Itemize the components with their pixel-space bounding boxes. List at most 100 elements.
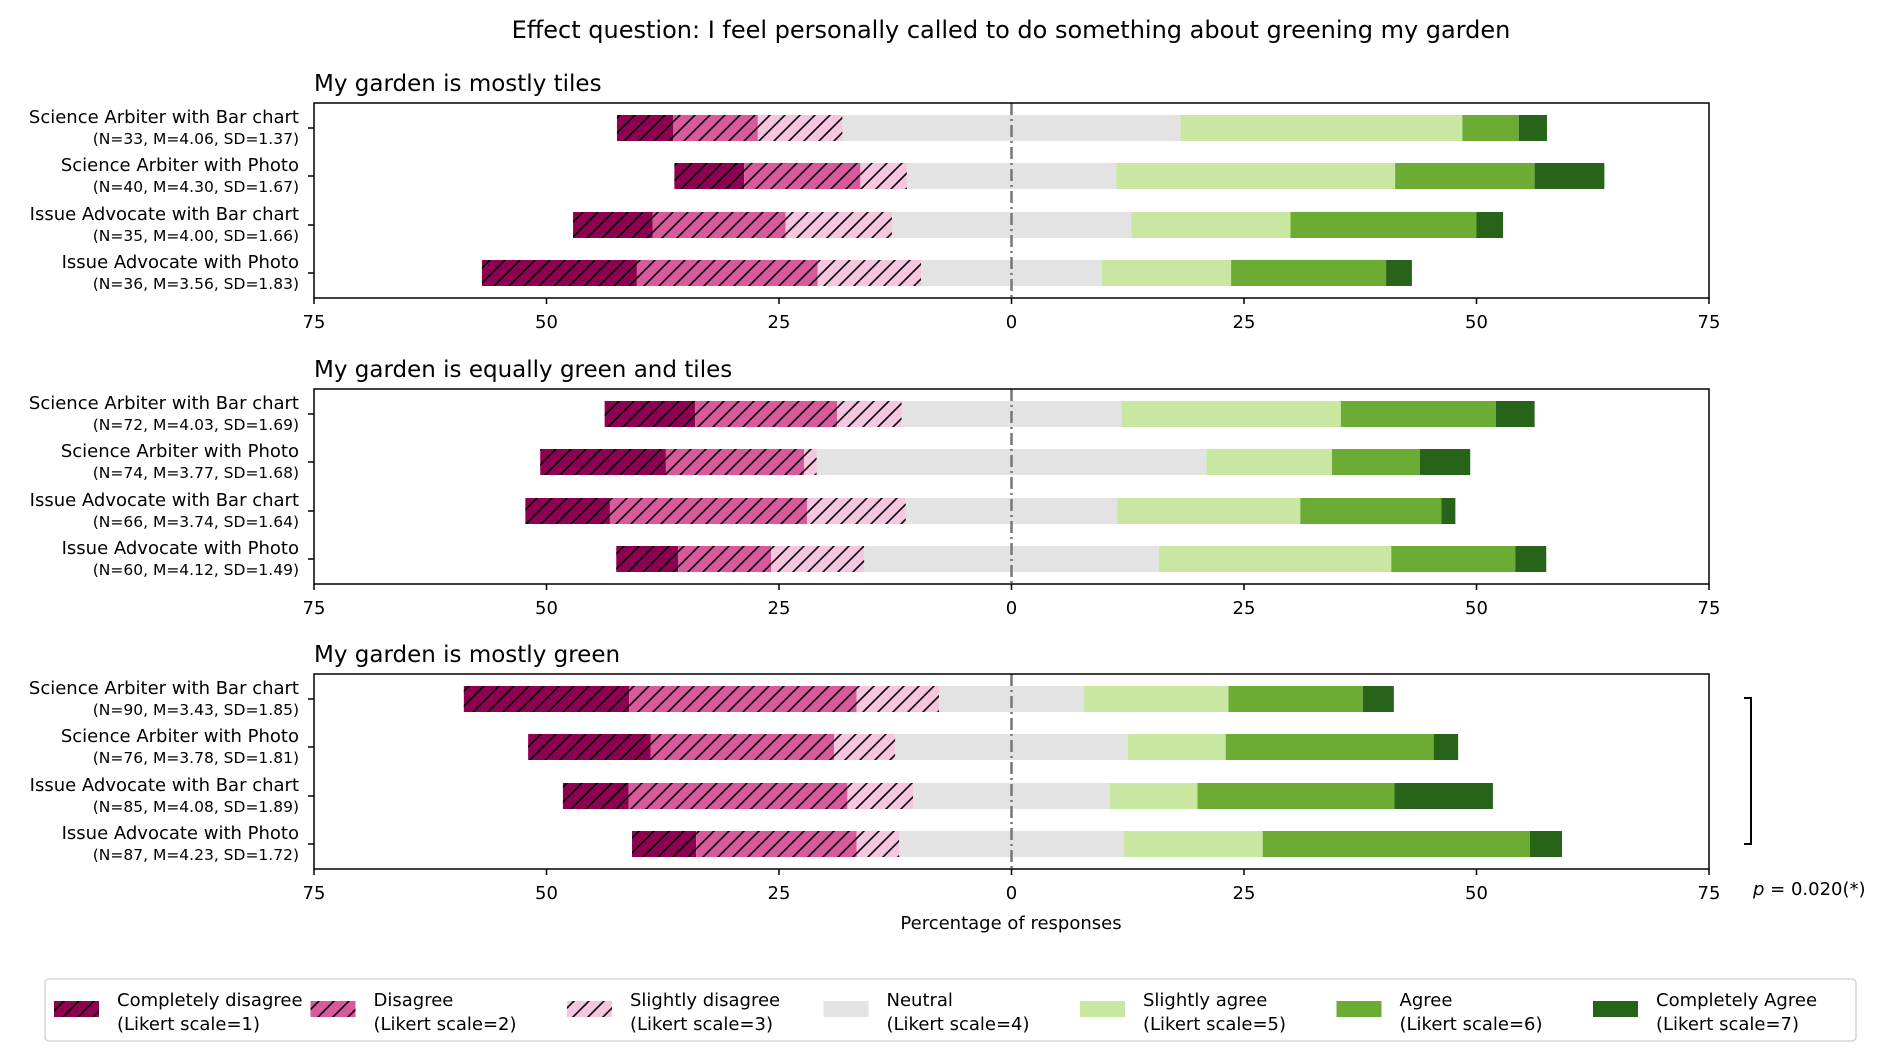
panel-1: My garden is mostly tiles Science Arbiter…: [29, 71, 1721, 333]
y-tick-stats: (N=90, M=3.43, SD=1.85): [93, 701, 299, 719]
bar-segment-completely-agree: [1476, 212, 1504, 238]
y-tick-stats: (N=66, M=3.74, SD=1.64): [93, 513, 299, 531]
bar-hatch-slightly-disagree: [757, 115, 843, 141]
legend-label: Slightly disagree: [630, 990, 780, 1011]
panel-title: My garden is mostly green: [314, 642, 620, 668]
legend-swatch: [1080, 1001, 1125, 1017]
bar-row: [674, 163, 1605, 189]
bar-segment-completely-agree: [1534, 163, 1605, 189]
legend-item-disagree: Disagree (Likert scale=2): [310, 990, 517, 1035]
bar-hatch-slightly-disagree: [771, 546, 865, 572]
y-tick-label: Issue Advocate with Photo: [62, 252, 299, 273]
y-tick-label: Issue Advocate with Photo: [62, 538, 299, 559]
legend-swatch: [823, 1001, 869, 1017]
bar-row: [573, 212, 1504, 238]
panel-2: My garden is equally green and tiles Scie…: [29, 357, 1721, 619]
bar-segment-slightly-agree: [1083, 686, 1229, 712]
x-tick-label: 25: [768, 312, 791, 333]
x-tick-label: 0: [1006, 598, 1017, 619]
legend-sublabel: (Likert scale=2): [374, 1014, 517, 1035]
bar-segment-agree: [1225, 734, 1434, 760]
legend-item-slightly-agree: Slightly agree (Likert scale=5): [1080, 990, 1286, 1035]
bar-hatch-disagree: [678, 546, 772, 572]
legend-sublabel: (Likert scale=3): [630, 1014, 773, 1035]
bar-hatch-completely-disagree: [562, 783, 629, 809]
legend-item-completely-agree: Completely Agree (Likert scale=7): [1593, 990, 1817, 1035]
bar-segment-completely-agree: [1362, 686, 1394, 712]
y-tick-label: Science Arbiter with Bar chart: [29, 107, 299, 128]
x-tick-label: 50: [535, 312, 558, 333]
x-tick-label: 50: [535, 883, 558, 904]
bar-row: [632, 831, 1563, 857]
bar-hatch-completely-disagree: [525, 498, 610, 524]
bar-segment-completely-agree: [1433, 734, 1459, 760]
y-tick-stats: (N=33, M=4.06, SD=1.37): [93, 130, 299, 148]
legend-item-completely-disagree: Completely disagree (Likert scale=1): [54, 990, 303, 1035]
y-tick-stats: (N=76, M=3.78, SD=1.81): [93, 749, 299, 767]
bar-row: [616, 546, 1547, 572]
legend-frame: [44, 978, 1857, 1042]
x-tick-label: 50: [535, 598, 558, 619]
y-tick-label: Science Arbiter with Photo: [61, 726, 299, 747]
x-tick-label: 25: [768, 883, 791, 904]
bar-segment-slightly-agree: [1180, 115, 1463, 141]
panel-3: My garden is mostly green Science Arbiter…: [29, 642, 1721, 904]
bar-hatch-slightly-disagree: [807, 498, 906, 524]
y-tick-stats: (N=87, M=4.23, SD=1.72): [93, 846, 299, 864]
bar-hatch-slightly-disagree: [856, 831, 900, 857]
bar-segment-completely-agree: [1419, 449, 1471, 475]
y-tick-label: Science Arbiter with Photo: [61, 155, 299, 176]
bar-segment-slightly-agree: [1206, 449, 1332, 475]
bar-row: [525, 498, 1456, 524]
legend-swatch-hatch: [310, 1001, 356, 1017]
bar-hatch-disagree: [665, 449, 805, 475]
bar-hatch-disagree: [744, 163, 861, 189]
bar-segment-completely-agree: [1441, 498, 1456, 524]
bar-segment-slightly-agree: [1117, 498, 1301, 524]
y-tick-stats: (N=35, M=4.00, SD=1.66): [93, 227, 299, 245]
legend-item-slightly-disagree: Slightly disagree (Likert scale=3): [567, 990, 780, 1035]
bar-hatch-slightly-disagree: [847, 783, 914, 809]
panel-title: My garden is equally green and tiles: [314, 357, 732, 383]
y-tick-label: Science Arbiter with Photo: [61, 441, 299, 462]
x-tick-label: 25: [768, 598, 791, 619]
legend-label: Agree: [1400, 990, 1453, 1011]
y-tick-stats: (N=36, M=3.56, SD=1.83): [93, 275, 299, 293]
bar-hatch-disagree: [609, 498, 808, 524]
bar-hatch-completely-disagree: [616, 115, 674, 141]
y-tick-label: Science Arbiter with Bar chart: [29, 393, 299, 414]
y-tick-label: Issue Advocate with Bar chart: [30, 775, 299, 796]
bar-hatch-slightly-disagree: [785, 212, 892, 238]
p-value: = 0.020(*): [1764, 879, 1865, 900]
bar-hatch-slightly-disagree: [856, 686, 940, 712]
bar-row: [463, 686, 1394, 712]
x-tick-label: 0: [1006, 883, 1017, 904]
bar-segment-slightly-agree: [1116, 163, 1396, 189]
x-tick-label: 50: [1465, 312, 1488, 333]
bar-hatch-completely-disagree: [616, 546, 679, 572]
chart-title: Effect question: I feel personally calle…: [512, 16, 1511, 44]
legend-sublabel: (Likert scale=5): [1143, 1014, 1286, 1035]
bar-row: [481, 260, 1412, 286]
bar-hatch-slightly-disagree: [860, 163, 907, 189]
panel-title: My garden is mostly tiles: [314, 71, 602, 97]
x-tick-label: 75: [1698, 598, 1721, 619]
y-tick-label: Issue Advocate with Bar chart: [30, 204, 299, 225]
x-tick-label: 75: [1698, 883, 1721, 904]
legend-sublabel: (Likert scale=4): [887, 1014, 1030, 1035]
bar-segment-agree: [1231, 260, 1387, 286]
bar-hatch-completely-disagree: [604, 401, 696, 427]
bar-hatch-disagree: [629, 686, 857, 712]
bar-segment-agree: [1300, 498, 1442, 524]
legend-swatch-hatch: [567, 1001, 612, 1017]
legend-label: Neutral: [887, 990, 953, 1011]
bar-segment-slightly-agree: [1131, 212, 1291, 238]
x-tick-label: 0: [1006, 312, 1017, 333]
bar-hatch-completely-disagree: [632, 831, 697, 857]
bar-segment-completely-agree: [1495, 401, 1535, 427]
y-tick-stats: (N=74, M=3.77, SD=1.68): [93, 464, 299, 482]
bar-segment-slightly-agree: [1127, 734, 1226, 760]
bar-hatch-completely-disagree: [573, 212, 653, 238]
panels: My garden is mostly tiles Science Arbiter…: [29, 71, 1721, 904]
